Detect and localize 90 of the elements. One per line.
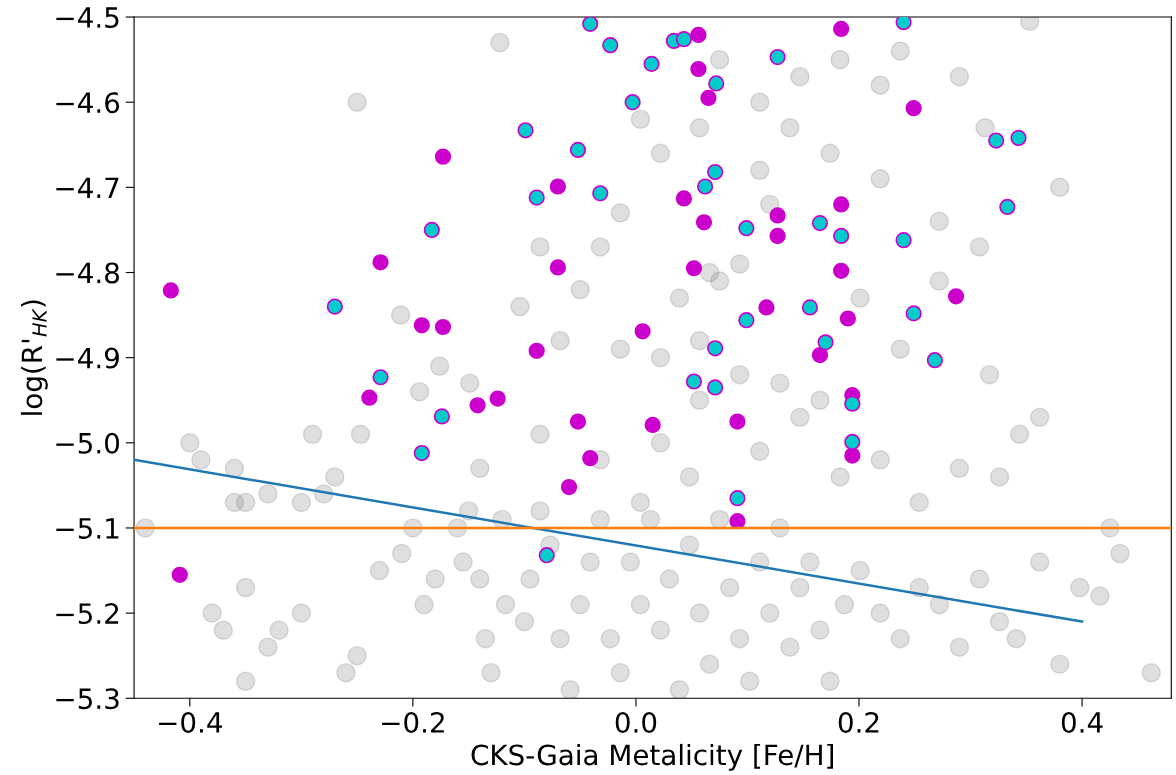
point [895, 232, 912, 249]
point [905, 100, 922, 117]
point [988, 132, 1005, 149]
y-tick-label: −5.0 [56, 432, 120, 454]
point [685, 373, 703, 390]
point [517, 122, 534, 139]
point [738, 220, 755, 237]
point [569, 413, 587, 430]
x-tick-label: 0.4 [1061, 711, 1103, 733]
x-tick-label: 0.0 [615, 711, 657, 733]
point [811, 346, 829, 364]
point [707, 163, 724, 181]
point [695, 214, 713, 231]
point [434, 148, 452, 165]
point [582, 17, 599, 32]
point [947, 288, 965, 305]
point [801, 299, 819, 316]
y-tick-label: −4.5 [56, 7, 119, 28]
point [644, 416, 661, 434]
y-tick-label: −4.7 [56, 177, 119, 198]
point [895, 17, 912, 31]
x-axis-title: CKS-Gaia Metalicity [Fe/H] [471, 743, 833, 771]
point [423, 221, 440, 239]
point [769, 227, 786, 245]
point [833, 262, 850, 279]
point [528, 342, 545, 359]
x-tick-label: −0.2 [382, 711, 444, 733]
point [372, 369, 389, 386]
point [433, 408, 451, 425]
point [905, 305, 922, 322]
y-axis-title: log(R'$_{HK}$) [20, 300, 48, 415]
point [844, 433, 861, 451]
point [738, 312, 755, 329]
point [569, 141, 587, 159]
point [844, 447, 861, 464]
point [413, 444, 430, 462]
point [690, 26, 707, 44]
point [708, 75, 725, 92]
x-tick-label: 0.2 [838, 711, 879, 733]
point [361, 389, 378, 406]
point [833, 20, 850, 38]
point [729, 490, 746, 507]
point [549, 259, 566, 276]
point [434, 318, 452, 336]
point [839, 310, 856, 327]
point [844, 395, 861, 412]
point [413, 317, 430, 334]
point [833, 227, 850, 245]
y-tick-label: −4.8 [56, 262, 119, 284]
point [690, 60, 707, 78]
point [528, 189, 545, 206]
point [707, 379, 724, 396]
y-tick-label: −5.1 [56, 518, 119, 539]
y-tick-label: −5.3 [56, 688, 119, 710]
point [171, 566, 188, 583]
point [675, 190, 693, 207]
point [729, 413, 746, 430]
y-tick-label: −4.6 [56, 92, 120, 114]
point [162, 282, 179, 299]
point [696, 178, 714, 195]
point [769, 207, 786, 224]
point [685, 260, 703, 277]
point [489, 390, 506, 407]
point [592, 185, 609, 202]
point [326, 298, 343, 315]
point [372, 254, 389, 271]
point [602, 37, 619, 54]
point [634, 323, 651, 340]
point [729, 513, 746, 530]
point [469, 397, 486, 414]
point [707, 340, 724, 357]
point [1010, 129, 1027, 147]
point [700, 89, 717, 107]
point [538, 547, 555, 564]
point [769, 48, 786, 66]
point [675, 31, 693, 48]
point [817, 334, 834, 351]
point [643, 55, 660, 73]
point [758, 299, 775, 316]
point [999, 198, 1016, 216]
point [582, 450, 599, 467]
point [926, 352, 943, 369]
point [833, 196, 850, 213]
x-tick-label: −0.4 [159, 711, 222, 733]
y-tick-label: −4.9 [56, 347, 119, 369]
point [549, 178, 566, 195]
point [560, 478, 578, 496]
point [624, 94, 641, 111]
y-tick-label: −5.2 [56, 603, 119, 625]
point [811, 215, 829, 232]
